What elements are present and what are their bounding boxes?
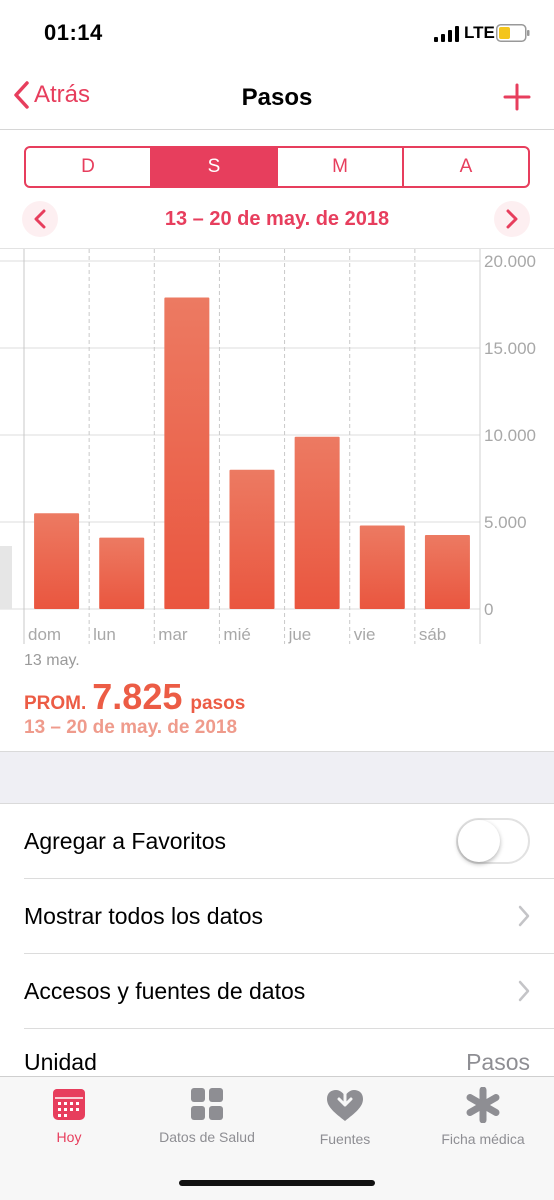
chevron-left-icon [34,209,46,229]
tab-sources[interactable]: Fuentes [276,1087,414,1147]
next-range-button[interactable] [494,201,530,237]
chevron-right-icon [518,980,530,1002]
status-time: 01:14 [44,20,103,45]
chevron-right-icon [518,905,530,927]
bar-lun[interactable] [99,537,145,609]
page-title: Pasos [241,84,313,111]
show-all-data-label: Mostrar todos los datos [24,903,264,929]
add-to-favorites-row: Agregar a Favoritos [0,804,554,879]
previous-week-bar [0,546,12,609]
x-tick-label: dom [28,625,61,644]
signal-icon [434,26,459,42]
asterisk-icon [466,1087,500,1123]
period-segmented-control: D S M A [24,146,530,188]
tab-sources-label: Fuentes [319,1131,371,1147]
y-tick-label: 20.000 [484,252,536,271]
row-divider [24,878,554,879]
bar-jue[interactable] [294,436,340,609]
x-tick-label: vie [354,625,376,644]
average-label: PROM. [24,693,87,714]
previous-range-button[interactable] [22,201,58,237]
x-tick-label: lun [93,625,116,644]
unit-row[interactable]: Unidad Pasos [0,1029,554,1076]
tab-medical-id[interactable]: Ficha médica [414,1087,552,1147]
show-all-data-row[interactable]: Mostrar todos los datos [0,879,554,954]
add-icon[interactable] [502,82,532,112]
x-tick-label: mié [223,625,250,644]
calendar-icon [53,1089,85,1120]
home-indicator [179,1180,375,1186]
data-sources-row[interactable]: Accesos y fuentes de datos [0,954,554,1029]
tab-medical-id-label: Ficha médica [441,1131,525,1147]
y-tick-label: 0 [484,600,493,619]
heart-arrow-icon [327,1087,363,1121]
segment-year[interactable]: A [459,156,473,177]
tab-health-data-label: Datos de Salud [159,1129,255,1145]
selected-date-label: 13 may. [24,652,80,669]
row-divider [24,1028,554,1029]
steps-bar-chart[interactable]: 20.000 15.000 10.000 5.000 0 dom lun mar mié jue v… [0,249,554,649]
x-tick-label: jue [288,625,312,644]
average-unit: pasos [190,693,246,714]
favorites-toggle[interactable] [456,818,530,864]
bar-mar[interactable] [164,297,210,609]
bar-mié[interactable] [229,469,275,609]
nav-divider [0,129,554,130]
date-range-label: 13 – 20 de may. de 2018 [164,208,390,230]
average-range: 13 – 20 de may. de 2018 [24,717,238,738]
bar-dom[interactable] [34,513,80,609]
unit-value: Pasos [466,1049,530,1075]
chart-top-border [0,248,554,249]
x-tick-label: sáb [419,625,446,644]
bar-vie[interactable] [359,525,405,609]
y-tick-label: 5.000 [484,513,527,532]
segment-day[interactable]: D [26,148,152,186]
grid-icon [191,1088,223,1120]
y-tick-label: 15.000 [484,339,536,358]
tab-health-data[interactable]: Datos de Salud [138,1087,276,1145]
toggle-knob [458,820,500,862]
data-sources-label: Accesos y fuentes de datos [24,978,306,1004]
network-type: LTE [464,23,495,42]
row-divider [24,953,554,954]
average-value: 7.825 [92,676,183,717]
unit-label: Unidad [24,1049,97,1075]
back-button[interactable]: Atrás [12,80,90,110]
tab-today[interactable]: Hoy [0,1087,138,1145]
back-label: Atrás [34,81,91,108]
favorites-label: Agregar a Favoritos [24,828,226,854]
tab-today-label: Hoy [56,1129,82,1145]
average-summary: PROM. 7.825 pasos [24,676,245,718]
section-separator [0,751,554,804]
segment-week[interactable]: S [152,148,278,186]
bar-sáb[interactable] [424,535,470,609]
chevron-left-icon [14,81,29,109]
segment-month[interactable]: M [278,148,404,186]
battery-icon [496,24,530,42]
y-tick-label: 10.000 [484,426,536,445]
x-tick-label: mar [158,625,188,644]
tab-bar: Hoy Datos de Salud Fuentes Ficha médica [0,1076,554,1200]
chevron-right-icon [506,209,518,229]
